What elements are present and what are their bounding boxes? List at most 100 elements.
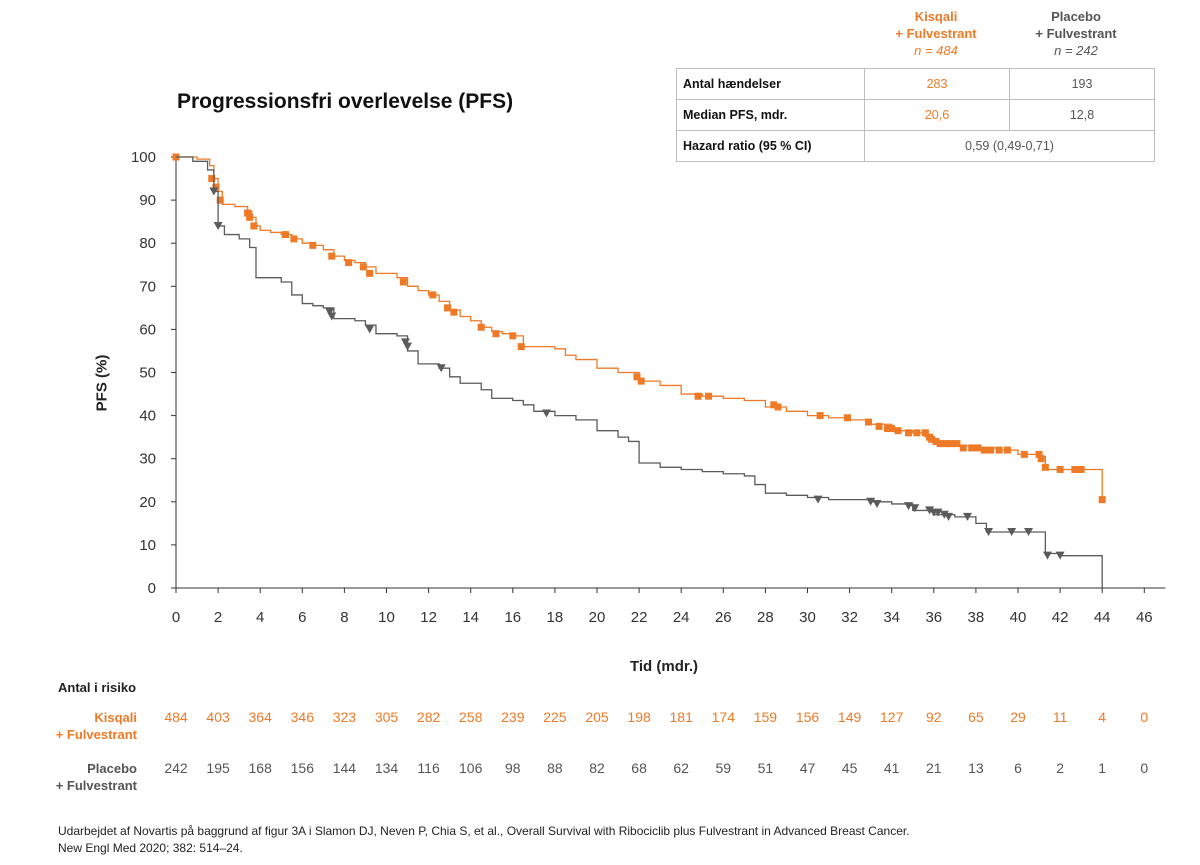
at-risk-value-placebo: 68 <box>631 760 647 776</box>
legend-placebo-sub: + Fulvestrant <box>1035 26 1117 41</box>
at-risk-value-placebo: 1 <box>1098 760 1107 776</box>
at-risk-value-placebo: 88 <box>547 760 563 776</box>
stats-label: Antal hændelser <box>676 68 865 100</box>
censor-mark-kisqali <box>942 440 950 448</box>
x-tick-label: 12 <box>420 609 437 626</box>
censor-mark-placebo <box>933 508 943 517</box>
y-tick-label: 30 <box>139 451 156 468</box>
y-tick-label: 50 <box>139 365 156 382</box>
censor-mark-placebo <box>813 495 823 504</box>
censor-mark-kisqali <box>936 440 944 448</box>
x-tick-label: 2 <box>214 609 222 626</box>
stats-row-hazard: Hazard ratio (95 % CI) 0,59 (0,49-0,71) <box>676 130 1155 162</box>
censor-mark-kisqali <box>1003 446 1011 454</box>
censor-mark-placebo <box>327 312 337 321</box>
at-risk-value-kisqali: 403 <box>206 709 230 725</box>
censor-mark-placebo <box>1007 527 1017 536</box>
at-risk-value-placebo: 59 <box>715 760 732 776</box>
censor-mark-kisqali <box>905 429 913 437</box>
censor-mark-placebo <box>939 510 949 519</box>
censor-mark-kisqali <box>517 343 525 351</box>
censor-mark-placebo <box>365 325 375 334</box>
at-risk-value-kisqali: 225 <box>543 709 567 725</box>
x-tick-label: 22 <box>631 609 648 626</box>
at-risk-value-kisqali: 282 <box>416 709 441 725</box>
at-risk-value-kisqali: 159 <box>753 709 778 725</box>
censor-mark-placebo <box>872 499 882 508</box>
at-risk-value-kisqali: 127 <box>880 709 904 725</box>
censor-mark-kisqali <box>894 427 902 435</box>
censor-mark-kisqali <box>637 377 645 385</box>
at-risk-value-placebo: 134 <box>374 760 399 776</box>
source-note: Udarbejdet af Novartis på baggrund af fi… <box>58 823 1158 857</box>
legend-kisqali-name: Kisqali <box>914 9 958 24</box>
x-tick-label: 0 <box>172 609 180 626</box>
censor-mark-kisqali <box>444 304 452 312</box>
stats-table: Antal hændelser 283 193 Median PFS, mdr.… <box>676 68 1155 162</box>
censor-mark-kisqali <box>281 231 289 239</box>
at-risk-value-kisqali: 323 <box>332 709 357 725</box>
at-risk-value-placebo: 2 <box>1056 760 1064 776</box>
at-risk-title: Antal i risiko <box>58 680 137 695</box>
y-tick-label: 20 <box>139 494 156 511</box>
at-risk-label-kisqali-name: Kisqali <box>94 710 137 725</box>
at-risk-value-placebo: 6 <box>1014 760 1022 776</box>
censor-mark-kisqali <box>429 291 437 299</box>
censor-mark-kisqali <box>477 323 485 331</box>
at-risk-value-placebo: 195 <box>206 760 230 776</box>
censor-mark-kisqali <box>705 392 713 400</box>
x-tick-label: 38 <box>968 609 985 626</box>
censor-mark-kisqali <box>968 444 976 452</box>
at-risk-value-placebo: 82 <box>589 760 605 776</box>
censor-mark-kisqali <box>1035 450 1043 458</box>
censor-mark-kisqali <box>450 308 458 316</box>
censor-mark-kisqali <box>816 412 824 420</box>
stats-kisqali-value: 20,6 <box>864 99 1010 131</box>
at-risk-value-placebo: 21 <box>926 760 942 776</box>
chart-title: Progressionsfri overlevelse (PFS) <box>177 90 514 113</box>
x-tick-label: 20 <box>589 609 606 626</box>
censor-mark-kisqali <box>694 392 702 400</box>
censor-mark-placebo <box>944 512 954 521</box>
censor-mark-kisqali <box>875 422 883 430</box>
censor-mark-kisqali <box>250 222 258 230</box>
censor-mark-kisqali <box>633 373 641 381</box>
x-tick-label: 30 <box>799 609 816 626</box>
censor-mark-kisqali <box>1077 465 1085 473</box>
y-tick-label: 0 <box>148 580 156 597</box>
censor-mark-kisqali <box>913 429 921 437</box>
censor-mark-kisqali <box>1037 455 1045 463</box>
censor-mark-kisqali <box>216 196 224 204</box>
source-line-1: Udarbejdet af Novartis på baggrund af fi… <box>58 824 910 838</box>
censor-mark-placebo <box>403 342 413 351</box>
at-risk-value-placebo: 242 <box>164 760 188 776</box>
legend-kisqali-sub: + Fulvestrant <box>895 26 977 41</box>
y-tick-label: 100 <box>131 149 156 166</box>
x-tick-label: 32 <box>841 609 858 626</box>
censor-mark-placebo <box>904 502 914 511</box>
legend-placebo-n: n = 242 <box>1054 43 1098 58</box>
at-risk-value-kisqali: 258 <box>459 709 483 725</box>
y-tick-label: 60 <box>139 321 156 338</box>
censor-mark-kisqali <box>883 425 891 433</box>
at-risk-value-placebo: 47 <box>799 760 816 776</box>
censor-mark-placebo <box>400 338 410 347</box>
at-risk-value-placebo: 0 <box>1140 760 1149 776</box>
x-tick-label: 44 <box>1094 609 1111 626</box>
legend-kisqali-n: n = 484 <box>914 43 958 58</box>
censor-mark-kisqali <box>770 401 778 409</box>
legend-placebo-name: Placebo <box>1051 9 1101 24</box>
at-risk-value-placebo: 62 <box>673 760 689 776</box>
series-line-placebo <box>176 156 1103 588</box>
censor-mark-kisqali <box>509 332 517 340</box>
censor-mark-kisqali <box>987 446 995 454</box>
censor-mark-placebo <box>325 308 335 317</box>
censor-mark-kisqali <box>366 269 374 277</box>
censor-mark-placebo <box>1042 551 1052 560</box>
censor-mark-kisqali <box>865 418 873 426</box>
at-risk-label-placebo-name: Placebo <box>87 761 137 776</box>
at-risk-value-kisqali: 174 <box>711 709 735 725</box>
x-tick-label: 6 <box>298 609 306 626</box>
censor-mark-kisqali <box>921 429 929 437</box>
